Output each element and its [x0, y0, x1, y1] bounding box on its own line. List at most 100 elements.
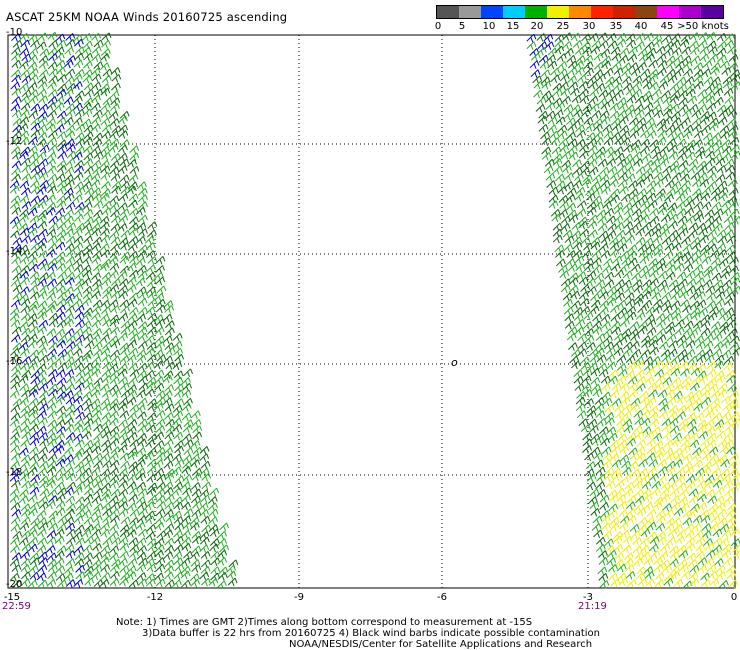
- wind-barb: [162, 313, 173, 323]
- wind-barb: [129, 404, 140, 413]
- wind-barb: [100, 528, 111, 538]
- wind-barb: [18, 537, 29, 546]
- wind-barb: [19, 136, 30, 146]
- wind-barb: [660, 349, 671, 358]
- wind-barb: [558, 138, 569, 147]
- wind-barb: [73, 327, 84, 337]
- wind-barb: [676, 482, 687, 491]
- wind-barb: [578, 81, 589, 90]
- wind-barb: [611, 382, 622, 392]
- wind-barb: [662, 361, 672, 370]
- wind-barb: [145, 250, 156, 259]
- wind-barb: [650, 145, 661, 155]
- wind-barb: [110, 103, 120, 112]
- wind-barb: [680, 34, 691, 43]
- wind-barb: [678, 227, 689, 237]
- wind-barb: [92, 278, 102, 288]
- wind-barb: [567, 60, 578, 70]
- wind-barb: [47, 410, 58, 420]
- wind-barb: [589, 425, 599, 434]
- wind-barb: [30, 517, 41, 527]
- wind-barb: [717, 116, 728, 126]
- wind-barb: [93, 487, 103, 497]
- wind-barb: [710, 390, 721, 399]
- wind-barb: [640, 528, 651, 538]
- wind-barb: [20, 39, 31, 49]
- wind-barb: [721, 67, 732, 76]
- wind-barb: [661, 299, 671, 309]
- wind-barb: [99, 262, 110, 272]
- wind-barb: [588, 214, 599, 224]
- wind-barb: [93, 61, 104, 70]
- wind-barb: [117, 363, 128, 372]
- wind-barb: [21, 173, 32, 182]
- wind-barb: [99, 243, 110, 252]
- wind-barb: [127, 451, 138, 461]
- wind-barb: [579, 298, 590, 307]
- wind-barb: [199, 536, 210, 546]
- wind-barb: [578, 150, 589, 160]
- wind-barb: [545, 172, 556, 182]
- wind-barb: [75, 334, 86, 343]
- wind-barb: [712, 152, 723, 162]
- wind-barb: [604, 271, 615, 281]
- wind-barb: [662, 165, 673, 175]
- wind-barb: [699, 234, 709, 244]
- wind-barb: [721, 207, 732, 217]
- wind-barb: [622, 544, 632, 554]
- wind-barb: [714, 495, 725, 505]
- wind-barb: [172, 417, 182, 427]
- wind-barb: [146, 459, 157, 468]
- wind-barb: [570, 290, 581, 300]
- wind-barb: [201, 481, 212, 491]
- wind-barb: [91, 256, 102, 265]
- wind-barb: [20, 305, 31, 314]
- wind-barb: [597, 97, 608, 107]
- wind-barb: [726, 571, 737, 580]
- wind-barb: [144, 451, 155, 461]
- wind-barb: [55, 207, 66, 217]
- wind-barb: [100, 572, 111, 581]
- wind-barb: [56, 131, 67, 140]
- wind-barb: [697, 172, 708, 181]
- wind-barb: [65, 305, 75, 314]
- wind-barb: [588, 362, 599, 371]
- wind-barb: [82, 446, 93, 456]
- wind-barb: [129, 487, 139, 496]
- wind-barb: [704, 474, 715, 484]
- wind-barb: [708, 503, 719, 512]
- wind-barb: [567, 342, 578, 351]
- wind-barb: [622, 347, 633, 357]
- wind-barb: [689, 382, 700, 392]
- wind-barb: [654, 451, 665, 461]
- wind-barb: [607, 165, 618, 175]
- wind-barb: [28, 409, 39, 419]
- wind-barb: [92, 551, 103, 561]
- wind-barb: [616, 236, 627, 246]
- wind-barb: [165, 361, 176, 370]
- wind-barb: [586, 410, 597, 419]
- wind-barb: [604, 404, 615, 414]
- wind-barb: [39, 390, 49, 400]
- wind-barb: [75, 369, 86, 379]
- wind-barb: [651, 228, 662, 238]
- wind-barb: [561, 151, 572, 160]
- wind-barb: [99, 556, 110, 566]
- wind-barb: [570, 349, 581, 358]
- wind-barb: [19, 489, 29, 498]
- wind-barb: [634, 109, 645, 119]
- wind-barb: [100, 493, 111, 503]
- wind-barb: [689, 432, 699, 442]
- wind-barb: [65, 158, 76, 167]
- wind-barb: [564, 321, 575, 330]
- wind-barb: [719, 523, 730, 533]
- wind-barb: [657, 389, 668, 399]
- wind-barb: [164, 342, 175, 351]
- wind-barb: [109, 508, 120, 518]
- wind-barb: [665, 271, 676, 281]
- wind-barb: [136, 552, 147, 561]
- wind-barb: [119, 174, 130, 184]
- wind-barb: [712, 139, 723, 148]
- wind-barb: [144, 501, 155, 510]
- wind-barb: [686, 285, 697, 294]
